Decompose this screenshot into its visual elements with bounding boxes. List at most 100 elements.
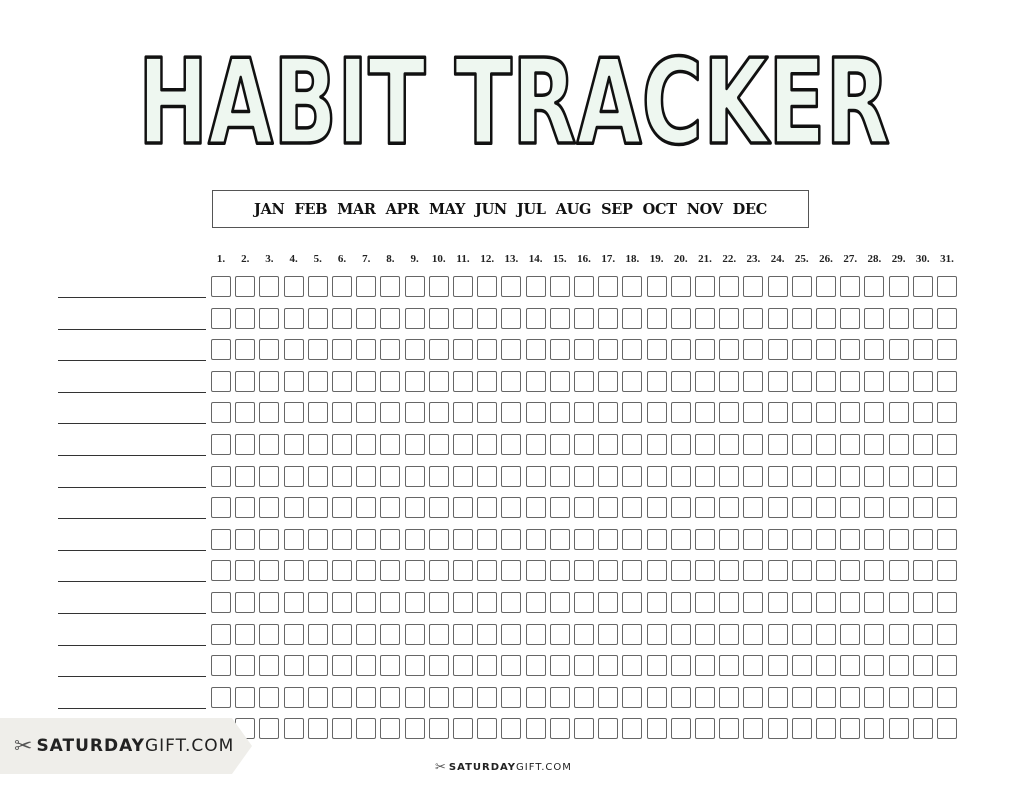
habit-checkbox[interactable] [235, 592, 256, 613]
habit-checkbox[interactable] [840, 339, 861, 361]
habit-checkbox[interactable] [695, 339, 715, 361]
habit-checkbox[interactable] [356, 592, 377, 613]
habit-checkbox[interactable] [380, 623, 401, 645]
habit-checkbox[interactable] [791, 339, 812, 361]
habit-checkbox[interactable] [259, 402, 280, 424]
habit-checkbox[interactable] [525, 307, 546, 329]
habit-checkbox[interactable] [404, 560, 425, 582]
habit-checkbox[interactable] [840, 370, 861, 392]
habit-checkbox[interactable] [428, 560, 449, 582]
habit-checkbox[interactable] [937, 592, 957, 613]
habit-checkbox[interactable] [767, 465, 788, 487]
habit-checkbox[interactable] [743, 623, 764, 645]
habit-checkbox[interactable] [840, 686, 861, 708]
habit-checkbox[interactable] [912, 465, 933, 487]
habit-checkbox[interactable] [670, 307, 691, 329]
habit-checkbox[interactable] [549, 528, 570, 550]
habit-checkbox[interactable] [743, 465, 764, 487]
habit-checkbox[interactable] [598, 686, 619, 708]
habit-checkbox[interactable] [453, 655, 473, 677]
habit-checkbox[interactable] [574, 402, 594, 424]
habit-checkbox[interactable] [307, 276, 328, 297]
habit-checkbox[interactable] [598, 307, 619, 329]
habit-checkbox[interactable] [598, 623, 619, 645]
habit-checkbox[interactable] [356, 655, 377, 677]
habit-checkbox[interactable] [307, 307, 328, 329]
habit-checkbox[interactable] [453, 686, 473, 708]
habit-checkbox[interactable] [356, 528, 377, 550]
habit-checkbox[interactable] [283, 560, 304, 582]
month-jun[interactable]: JUN [475, 200, 507, 218]
habit-checkbox[interactable] [622, 592, 643, 613]
habit-checkbox[interactable] [646, 402, 667, 424]
habit-checkbox[interactable] [937, 307, 957, 329]
habit-checkbox[interactable] [646, 528, 667, 550]
month-jul[interactable]: JUL [516, 200, 546, 218]
habit-checkbox[interactable] [695, 592, 715, 613]
habit-checkbox[interactable] [646, 339, 667, 361]
habit-checkbox[interactable] [840, 592, 861, 613]
habit-checkbox[interactable] [501, 623, 522, 645]
habit-checkbox[interactable] [816, 307, 836, 329]
habit-checkbox[interactable] [211, 276, 231, 297]
habit-checkbox[interactable] [356, 307, 377, 329]
habit-checkbox[interactable] [501, 434, 522, 455]
habit-checkbox[interactable] [428, 592, 449, 613]
habit-checkbox[interactable] [453, 465, 473, 487]
habit-checkbox[interactable] [574, 655, 594, 677]
habit-checkbox[interactable] [211, 339, 231, 361]
habit-checkbox[interactable] [719, 497, 740, 519]
habit-checkbox[interactable] [453, 276, 473, 297]
habit-checkbox[interactable] [888, 560, 909, 582]
habit-checkbox[interactable] [307, 718, 328, 740]
habit-checkbox[interactable] [912, 560, 933, 582]
habit-checkbox[interactable] [743, 307, 764, 329]
habit-checkbox[interactable] [670, 497, 691, 519]
habit-checkbox[interactable] [259, 370, 280, 392]
habit-checkbox[interactable] [816, 497, 836, 519]
habit-checkbox[interactable] [235, 623, 256, 645]
habit-checkbox[interactable] [912, 592, 933, 613]
habit-checkbox[interactable] [380, 528, 401, 550]
habit-checkbox[interactable] [598, 497, 619, 519]
habit-checkbox[interactable] [622, 276, 643, 297]
habit-checkbox[interactable] [235, 370, 256, 392]
habit-checkbox[interactable] [332, 370, 352, 392]
habit-checkbox[interactable] [380, 718, 401, 740]
habit-checkbox[interactable] [670, 623, 691, 645]
habit-checkbox[interactable] [404, 402, 425, 424]
habit-checkbox[interactable] [719, 592, 740, 613]
habit-checkbox[interactable] [211, 402, 231, 424]
habit-checkbox[interactable] [549, 402, 570, 424]
habit-checkbox[interactable] [912, 339, 933, 361]
habit-checkbox[interactable] [695, 276, 715, 297]
habit-checkbox[interactable] [453, 434, 473, 455]
habit-checkbox[interactable] [791, 276, 812, 297]
habit-checkbox[interactable] [598, 339, 619, 361]
habit-checkbox[interactable] [695, 560, 715, 582]
habit-checkbox[interactable] [283, 307, 304, 329]
habit-checkbox[interactable] [816, 623, 836, 645]
habit-name-line[interactable] [58, 391, 206, 393]
habit-checkbox[interactable] [646, 497, 667, 519]
habit-checkbox[interactable] [259, 560, 280, 582]
habit-checkbox[interactable] [259, 497, 280, 519]
habit-checkbox[interactable] [670, 402, 691, 424]
habit-checkbox[interactable] [791, 402, 812, 424]
habit-checkbox[interactable] [525, 276, 546, 297]
habit-checkbox[interactable] [477, 718, 498, 740]
habit-checkbox[interactable] [719, 276, 740, 297]
habit-name-line[interactable] [58, 455, 206, 456]
habit-checkbox[interactable] [501, 307, 522, 329]
habit-checkbox[interactable] [816, 718, 836, 740]
habit-checkbox[interactable] [549, 686, 570, 708]
habit-checkbox[interactable] [404, 497, 425, 519]
month-sep[interactable]: SEP [601, 200, 633, 218]
habit-checkbox[interactable] [767, 339, 788, 361]
habit-checkbox[interactable] [453, 528, 473, 550]
habit-checkbox[interactable] [646, 370, 667, 392]
habit-checkbox[interactable] [356, 560, 377, 582]
habit-checkbox[interactable] [816, 528, 836, 550]
habit-checkbox[interactable] [477, 276, 498, 297]
habit-checkbox[interactable] [937, 560, 957, 582]
